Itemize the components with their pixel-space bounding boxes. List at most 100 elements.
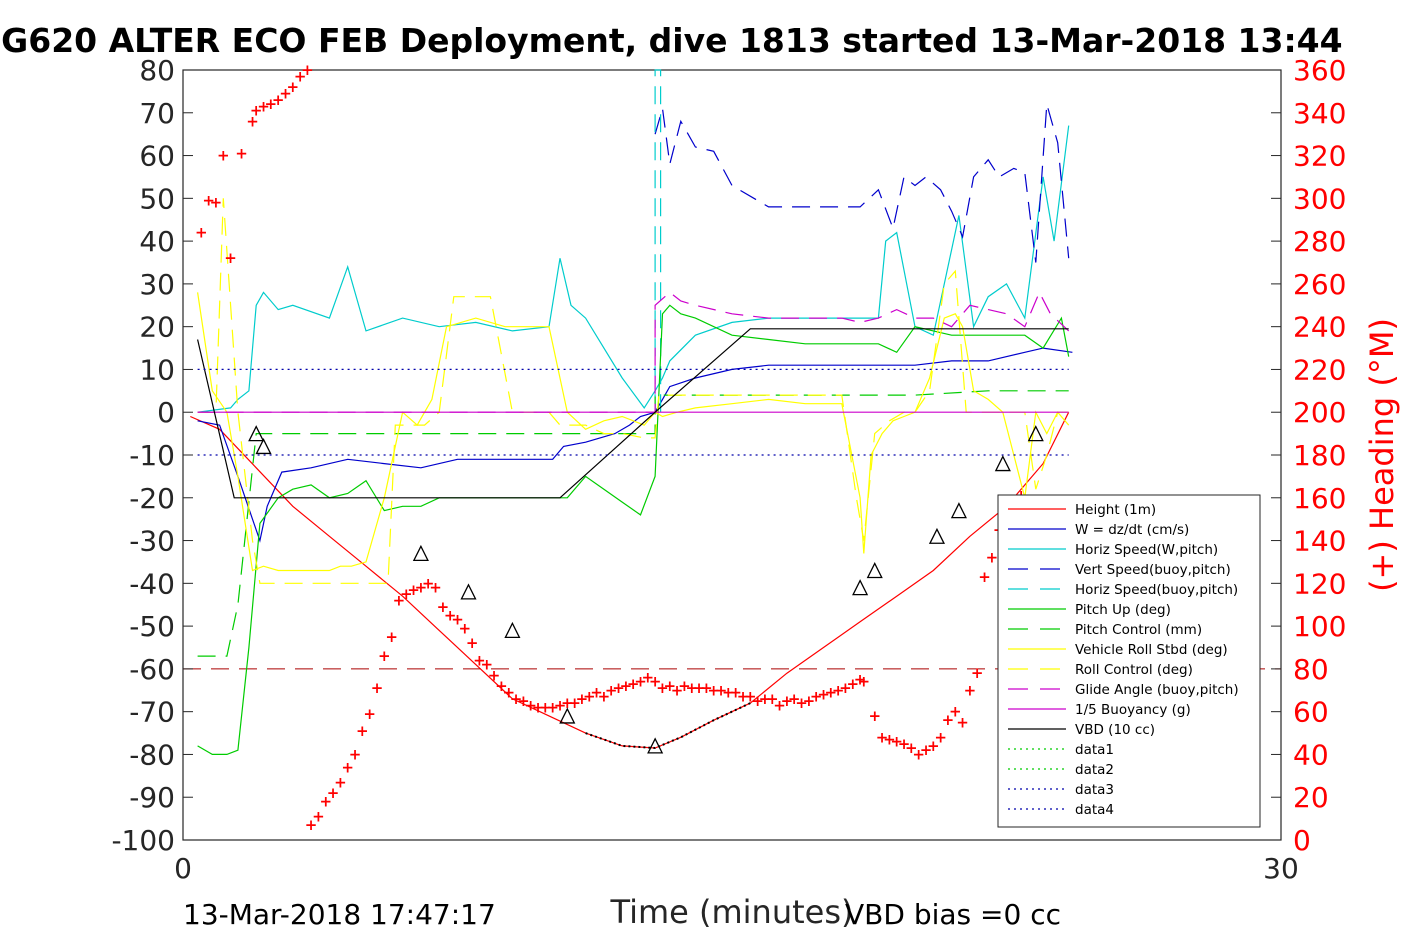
- heading-point: +: [759, 690, 772, 708]
- heading-point: +: [312, 807, 325, 825]
- y-tick-label-right: 120: [1293, 567, 1346, 600]
- triangle-marker: [255, 437, 272, 455]
- heading-point: +: [349, 745, 362, 763]
- heading-point: +: [883, 730, 896, 748]
- heading-point: +: [795, 694, 808, 712]
- axes-layer: 80706050403020100-10-20-30-40-50-60-70-8…: [111, 54, 1346, 885]
- heading-point: +: [693, 679, 706, 697]
- y-tick-label-right: 60: [1293, 696, 1329, 729]
- y-tick-label-right: 100: [1293, 610, 1346, 643]
- legend-label: Pitch Up (deg): [1075, 602, 1171, 618]
- heading-point: +: [319, 793, 332, 811]
- heading-point: +: [235, 144, 248, 162]
- heading-point: +: [649, 673, 662, 691]
- y-axis-label-right: (+) Heading (°M): [1363, 318, 1401, 592]
- y-tick-label: -10: [129, 439, 175, 472]
- legend-label: data4: [1075, 802, 1114, 818]
- heading-point: +: [715, 681, 728, 699]
- heading-point: +: [279, 85, 292, 103]
- y-tick-label: 20: [139, 311, 175, 344]
- heading-point: +: [466, 634, 479, 652]
- y-tick-label: 10: [139, 353, 175, 386]
- heading-point: +: [605, 681, 618, 699]
- y-tick-label-right: 260: [1293, 268, 1346, 301]
- heading-point: +: [781, 692, 794, 710]
- legend: Height (1m) W = dz/dt (cm/s) Horiz Speed(W…: [997, 494, 1261, 828]
- heading-point: +: [415, 579, 428, 597]
- heading-point: +: [876, 728, 889, 746]
- heading-point: +: [532, 698, 545, 716]
- heading-point: +: [393, 591, 406, 609]
- y-tick-label-right: 340: [1293, 97, 1346, 130]
- heading-point: +: [920, 741, 933, 759]
- y-tick-label-right: 0: [1293, 824, 1311, 857]
- y-tick-label: -70: [129, 696, 175, 729]
- series-line-1: [197, 347, 1073, 543]
- legend-box: [997, 494, 1261, 828]
- heading-point: +: [473, 651, 486, 669]
- heading-point: +: [612, 679, 625, 697]
- heading-point: +: [912, 745, 925, 763]
- heading-point: +: [949, 703, 962, 721]
- legend-label: data1: [1075, 742, 1114, 758]
- y-tick-label: 0: [157, 396, 175, 429]
- heading-point: +: [437, 598, 450, 616]
- heading-point: +: [371, 679, 384, 697]
- y-tick-label: 60: [139, 140, 175, 173]
- legend-label: Height (1m): [1075, 502, 1156, 518]
- y-tick-label-right: 320: [1293, 140, 1346, 173]
- heading-point: +: [810, 688, 823, 706]
- heading-point: +: [620, 677, 633, 695]
- marker-layer: [248, 425, 1044, 754]
- heading-point: +: [788, 690, 801, 708]
- legend-label: 1/5 Buoyancy (g): [1075, 702, 1191, 718]
- heading-point: +: [327, 784, 340, 802]
- heading-point: +: [598, 688, 611, 706]
- heading-point: +: [502, 683, 515, 701]
- y-tick-label-right: 180: [1293, 439, 1346, 472]
- legend-label: Horiz Speed(W,pitch): [1075, 542, 1218, 558]
- heading-point: +: [334, 773, 347, 791]
- legend-label: Horiz Speed(buoy,pitch): [1075, 582, 1238, 598]
- heading-point: +: [707, 681, 720, 699]
- heading-point: +: [210, 194, 223, 212]
- y-tick-label-right: 40: [1293, 738, 1329, 771]
- heading-point: +: [671, 681, 684, 699]
- heading-point: +: [832, 681, 845, 699]
- triangle-marker: [248, 425, 265, 442]
- legend-label: W = dz/dt (cm/s): [1075, 522, 1189, 538]
- y-tick-label-right: 200: [1293, 396, 1346, 429]
- heading-point: +: [854, 671, 867, 689]
- y-tick-label: 30: [139, 268, 175, 301]
- heading-point: +: [224, 249, 237, 267]
- heading-point: +: [524, 696, 537, 714]
- triangle-marker: [852, 579, 869, 596]
- legend-label: data2: [1075, 762, 1114, 778]
- y-tick-label-right: 300: [1293, 182, 1346, 215]
- heading-point: +: [422, 574, 435, 592]
- heading-point: +: [407, 581, 420, 599]
- heading-point: +: [744, 688, 757, 706]
- heading-point: +: [857, 673, 870, 691]
- heading-point: +: [246, 112, 259, 130]
- heading-point: +: [217, 147, 230, 165]
- y-tick-label: -40: [129, 567, 175, 600]
- heading-point: +: [934, 728, 947, 746]
- legend-label: Glide Angle (buoy,pitch): [1075, 682, 1239, 698]
- series-line-4: [654, 69, 662, 413]
- heading-point: +: [627, 675, 640, 693]
- y-tick-label-right: 280: [1293, 225, 1346, 258]
- heading-point: +: [202, 191, 215, 209]
- series-line-5: [197, 304, 1070, 756]
- heading-point: +: [576, 690, 589, 708]
- triangle-marker: [950, 502, 967, 519]
- heading-point: +: [868, 707, 881, 725]
- triangle-marker: [994, 455, 1011, 472]
- heading-point: +: [356, 722, 369, 740]
- heading-point: +: [459, 619, 472, 637]
- y-tick-label: -20: [129, 482, 175, 515]
- heading-point: +: [250, 102, 263, 120]
- series-layer: [190, 69, 1073, 756]
- series-line-7: [197, 292, 1070, 572]
- heading-point: +: [341, 758, 354, 776]
